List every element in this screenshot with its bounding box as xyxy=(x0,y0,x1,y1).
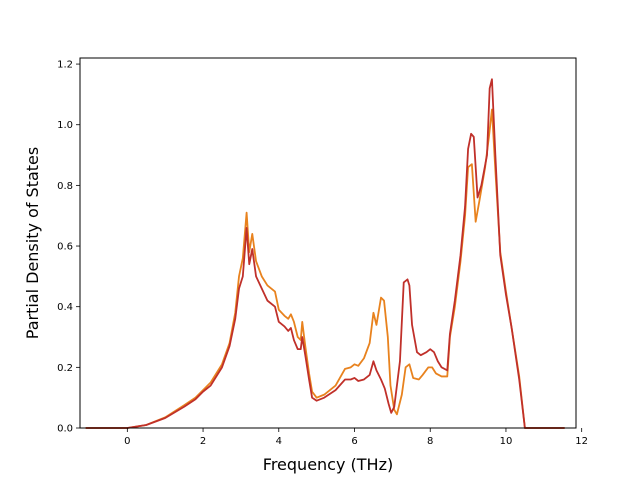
x-tick-label: 10 xyxy=(500,436,513,447)
x-tick-label: 4 xyxy=(276,436,282,447)
x-tick-label: 0 xyxy=(124,436,130,447)
y-tick-label: 0.4 xyxy=(57,302,73,313)
x-axis-label: Frequency (THz) xyxy=(263,455,393,474)
y-tick-label: 0.8 xyxy=(57,181,73,192)
x-tick-label: 2 xyxy=(200,436,206,447)
x-tick-label: 6 xyxy=(351,436,357,447)
y-tick-label: 1.0 xyxy=(57,120,73,131)
y-axis: 0.0 0.2 0.4 0.6 0.8 1.0 1.2 xyxy=(57,60,80,435)
y-tick-label: 0.0 xyxy=(57,424,73,435)
series-line-1 xyxy=(85,108,565,429)
x-tick-label: 8 xyxy=(427,436,433,447)
series-layer xyxy=(85,78,565,429)
y-axis-label: Partial Density of States xyxy=(23,147,42,339)
x-tick-label: 12 xyxy=(575,436,588,447)
y-tick-label: 0.6 xyxy=(57,242,73,253)
series-line-2 xyxy=(85,78,565,429)
plot-frame xyxy=(79,57,577,429)
x-axis: 0 2 4 6 8 10 12 xyxy=(124,428,588,447)
y-tick-label: 1.2 xyxy=(57,60,73,71)
y-tick-label: 0.2 xyxy=(57,363,73,374)
